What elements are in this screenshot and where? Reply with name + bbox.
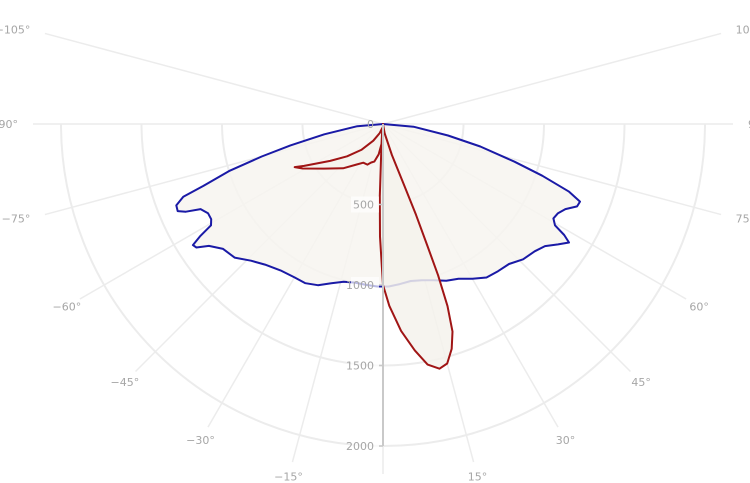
angle-tick-label: 15° (468, 471, 488, 483)
angle-grid-line (382, 32, 722, 125)
angle-tick-label: 30° (556, 434, 576, 447)
angle-tick-label: −15° (274, 471, 303, 483)
radial-tick-label-bg (351, 196, 379, 213)
angle-tick-label: −45° (111, 376, 140, 389)
angle-tick-label: −90° (0, 118, 18, 131)
angle-tick-label: 90° (748, 118, 750, 131)
series-2-fill (294, 124, 453, 369)
radial-origin-label: 0 (367, 118, 374, 131)
angle-tick-labels: −105°−90°−75°−60°−45°−30°−15°0°15°30°45°… (0, 24, 750, 483)
angle-grid-line (44, 32, 384, 125)
angle-tick-label: 75° (736, 213, 750, 226)
series-2-line (293, 123, 454, 370)
angle-tick-label: 105° (736, 24, 750, 37)
radial-tick-label: 1000 (346, 279, 374, 292)
radial-tick-label: 1500 (346, 360, 374, 373)
radial-axis: 500 1000 1500 2000 0 (346, 118, 384, 454)
radial-tick-label-bg (351, 357, 379, 374)
angle-tick-label: −75° (2, 213, 31, 226)
radial-tick-label: 2000 (346, 440, 374, 453)
radial-tick-label-bg (351, 277, 379, 293)
radial-tick-label-bg (351, 438, 379, 454)
angle-tick-label: −60° (53, 301, 82, 314)
angle-tick-label: 45° (631, 376, 651, 389)
radial-tick-label: 500 (353, 199, 374, 212)
angle-tick-label: −105° (0, 24, 30, 37)
angle-tick-label: −30° (186, 434, 215, 447)
angle-tick-label: 60° (689, 301, 709, 314)
